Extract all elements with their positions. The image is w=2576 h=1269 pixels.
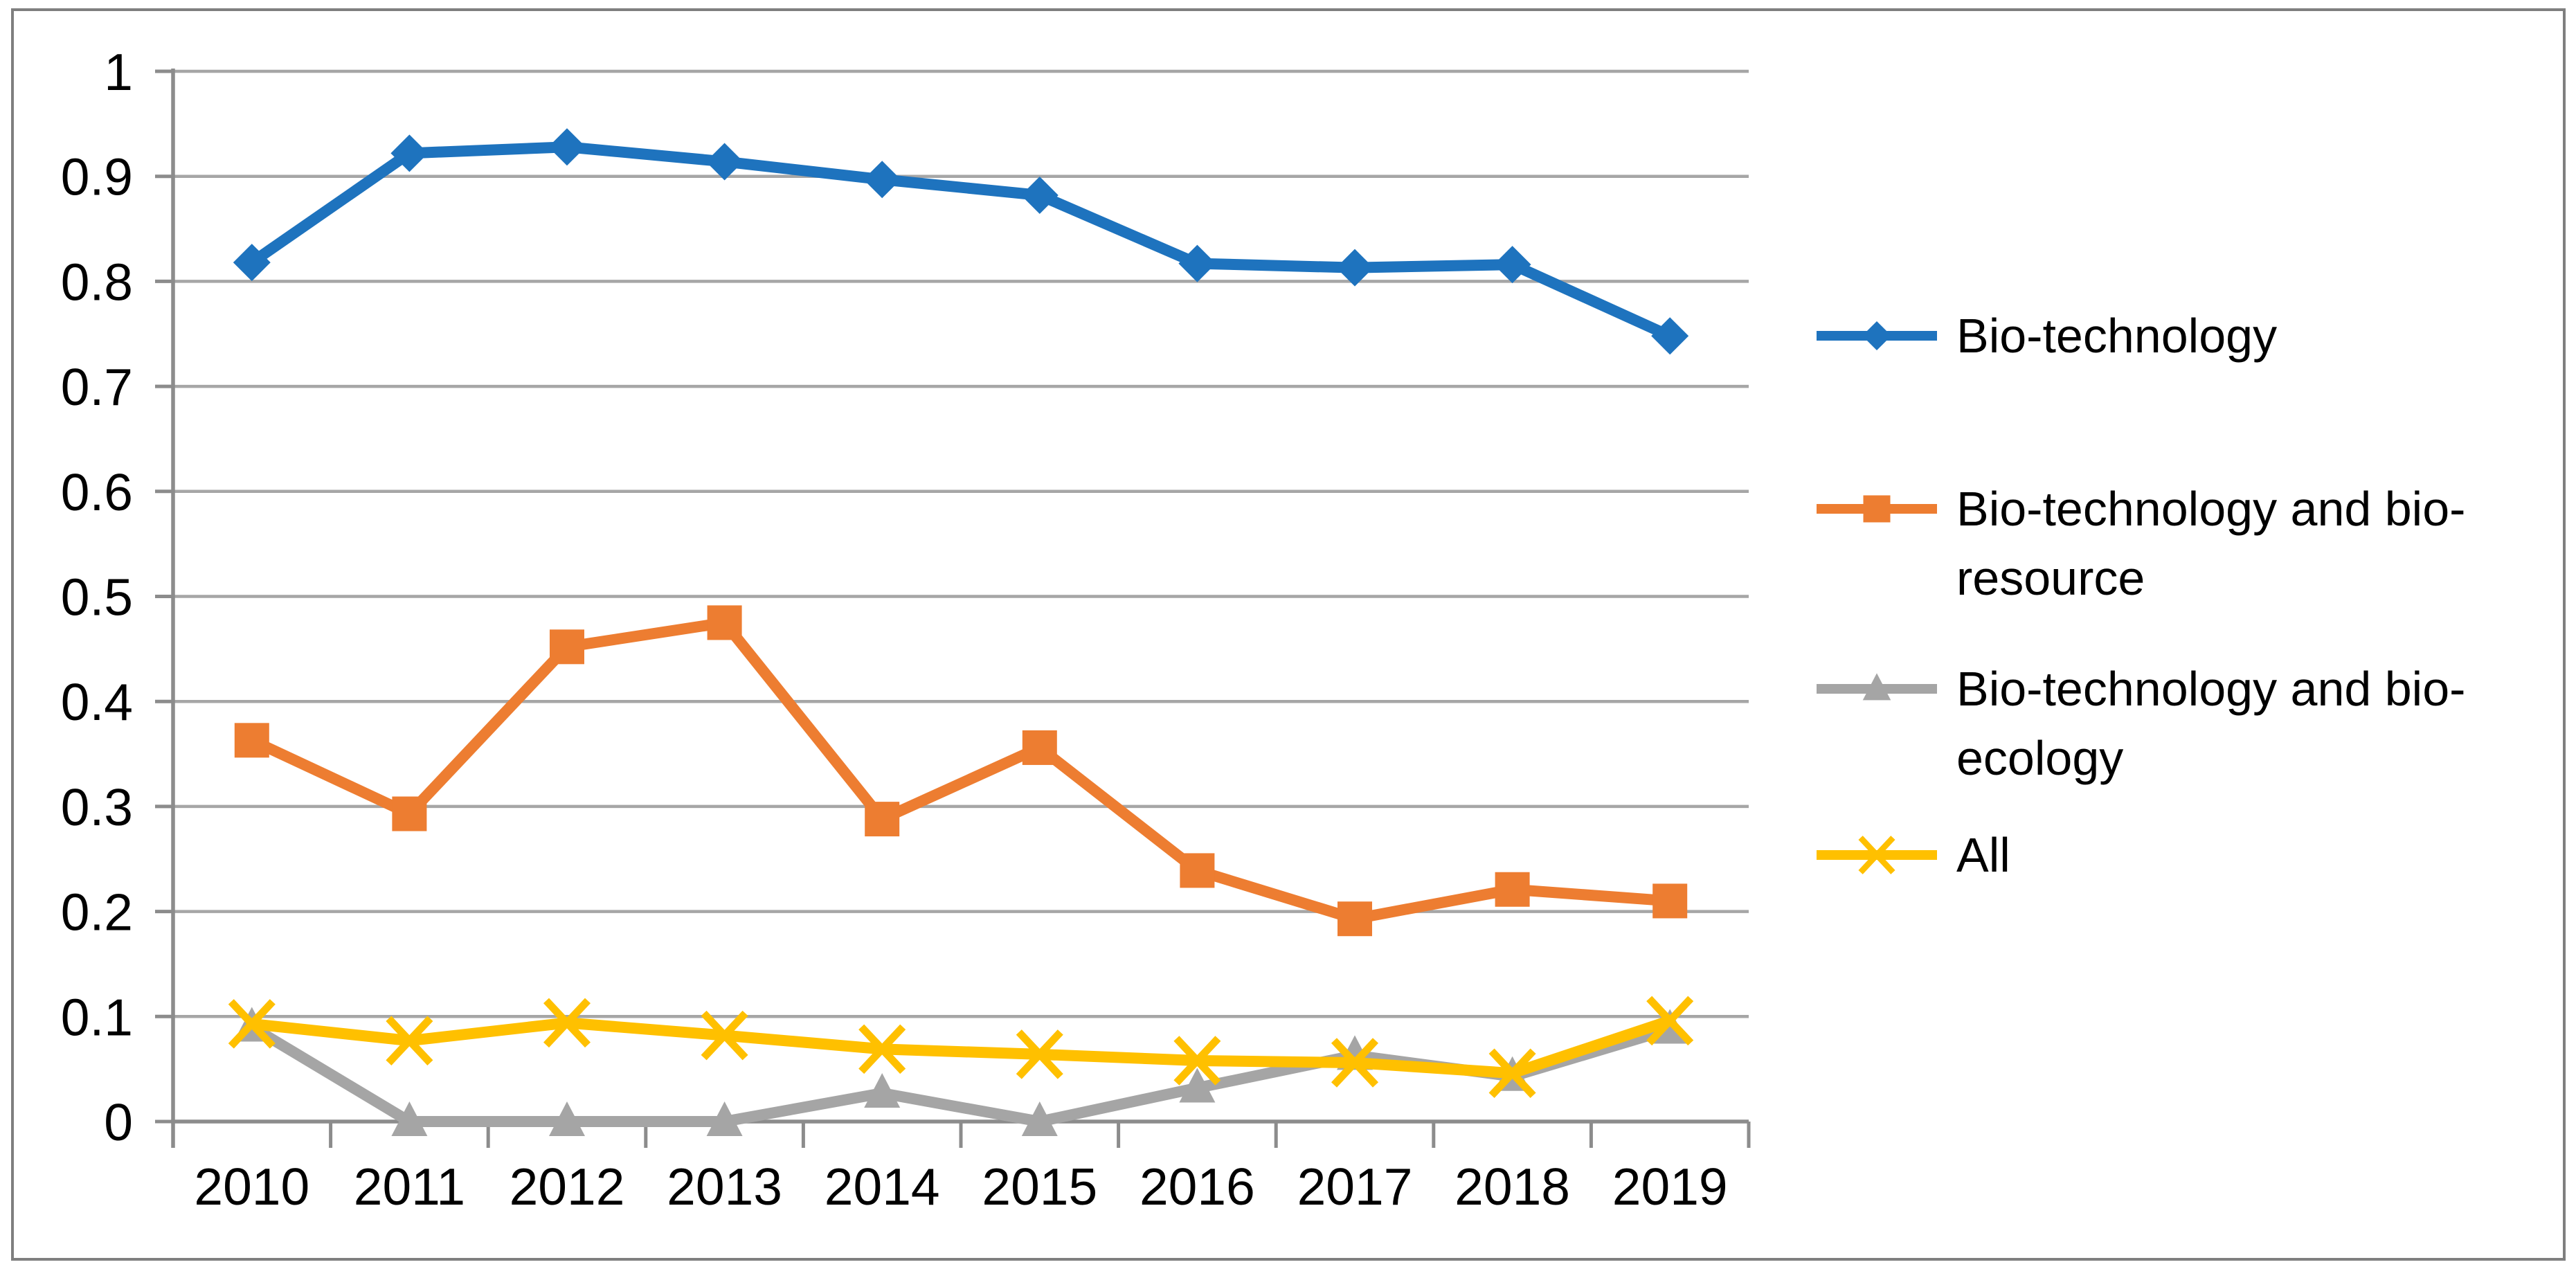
data-point-marker (701, 1010, 748, 1061)
legend-entry-bio-technology: Bio-technology (1814, 301, 2545, 370)
data-point-marker (1021, 1101, 1058, 1136)
data-point-marker (1022, 730, 1057, 765)
data-point-marker (1337, 901, 1372, 937)
legend-label: Bio-technology (1956, 309, 2278, 363)
data-point-marker (543, 998, 591, 1048)
data-point-marker (1331, 1038, 1379, 1088)
y-axis-label: 0.9 (61, 148, 133, 206)
legend-label: Bio-technology and bio-resource (1956, 482, 2466, 605)
data-point-marker (1652, 883, 1688, 919)
data-point-marker (1651, 317, 1689, 355)
legend-entry-bio-technology-and-bio-ecology: Bio-technology and bio-ecology (1814, 654, 2545, 793)
data-point-marker (1646, 996, 1694, 1046)
y-axis-label: 0.1 (61, 988, 133, 1046)
figure-border (11, 8, 2566, 1261)
y-axis-label: 0.3 (61, 778, 133, 836)
data-point-marker (707, 605, 742, 640)
data-point-marker (549, 1101, 585, 1136)
data-point-marker (1488, 1048, 1536, 1098)
data-point-marker (550, 629, 584, 665)
series-bio-technology-and-bio-resource (234, 605, 1688, 937)
series-all (228, 996, 1694, 1098)
x-axis-label: 2016 (1140, 1158, 1255, 1216)
data-point-marker (864, 1073, 901, 1108)
data-point-marker (1178, 244, 1216, 282)
series-line-bio-technology-and-bio-resource (246, 617, 1676, 925)
data-point-marker (863, 161, 901, 199)
data-point-marker (1493, 246, 1531, 284)
data-point-marker (1862, 321, 1892, 351)
x-axis-label: 2017 (1297, 1158, 1413, 1216)
x-axis-label: 2014 (825, 1158, 940, 1216)
data-point-marker (390, 134, 429, 172)
legend-entry-all: All (1814, 820, 2545, 890)
data-point-marker (706, 1101, 743, 1136)
y-axis-label: 0.5 (61, 568, 133, 627)
bio-technology-and-bio-resource-legend-marker-icon (1817, 495, 1937, 523)
x-axis-label: 2011 (354, 1158, 465, 1216)
data-point-marker (228, 999, 276, 1049)
x-axis-label: 2018 (1454, 1158, 1570, 1216)
data-point-marker (705, 143, 744, 181)
data-point-marker (1179, 1068, 1216, 1103)
data-point-marker (1862, 673, 1891, 701)
x-axis-label: 2019 (1612, 1158, 1728, 1216)
data-point-marker (865, 802, 900, 837)
data-point-marker (1180, 853, 1215, 888)
y-axis-label: 0.8 (61, 253, 133, 311)
data-point-marker (234, 723, 269, 758)
data-point-marker (233, 244, 271, 282)
legend-label: All (1956, 828, 2010, 882)
x-axis-label: 2015 (982, 1158, 1097, 1216)
data-point-marker (391, 1101, 428, 1136)
x-axis-label: 2013 (667, 1158, 782, 1216)
bio-technology-and-bio-ecology-legend-marker-icon (1817, 673, 1937, 701)
data-point-marker (386, 1016, 433, 1065)
series-line-bio-technology (246, 141, 1676, 342)
all-legend-marker-icon (1817, 836, 1937, 874)
x-axis-label: 2010 (194, 1158, 309, 1216)
y-axis-label: 0.2 (61, 883, 133, 942)
x-axis-label: 2012 (510, 1158, 625, 1216)
y-axis-label: 0.4 (61, 673, 133, 731)
y-axis-label: 1 (104, 43, 133, 101)
series-line-all (246, 1015, 1676, 1079)
data-point-marker (392, 796, 427, 831)
data-point-marker (1016, 1029, 1063, 1079)
legend-entry-bio-technology-and-bio-resource: Bio-technology and bio-resource (1814, 474, 2545, 613)
data-point-marker (548, 128, 586, 166)
data-point-marker (1858, 836, 1895, 874)
data-point-marker (1173, 1036, 1221, 1086)
y-axis-label: 0.6 (61, 463, 133, 521)
data-point-marker (858, 1024, 906, 1074)
series-bio-technology (233, 128, 1689, 355)
legend-label: Bio-technology and bio-ecology (1956, 662, 2466, 785)
bio-technology-legend-marker-icon (1817, 321, 1937, 351)
data-point-marker (1863, 495, 1891, 523)
data-point-marker (1495, 872, 1530, 907)
data-point-marker (1336, 249, 1373, 287)
data-point-marker (1020, 177, 1059, 215)
y-axis-label: 0.7 (61, 358, 133, 416)
y-axis-label: 0 (104, 1093, 133, 1151)
